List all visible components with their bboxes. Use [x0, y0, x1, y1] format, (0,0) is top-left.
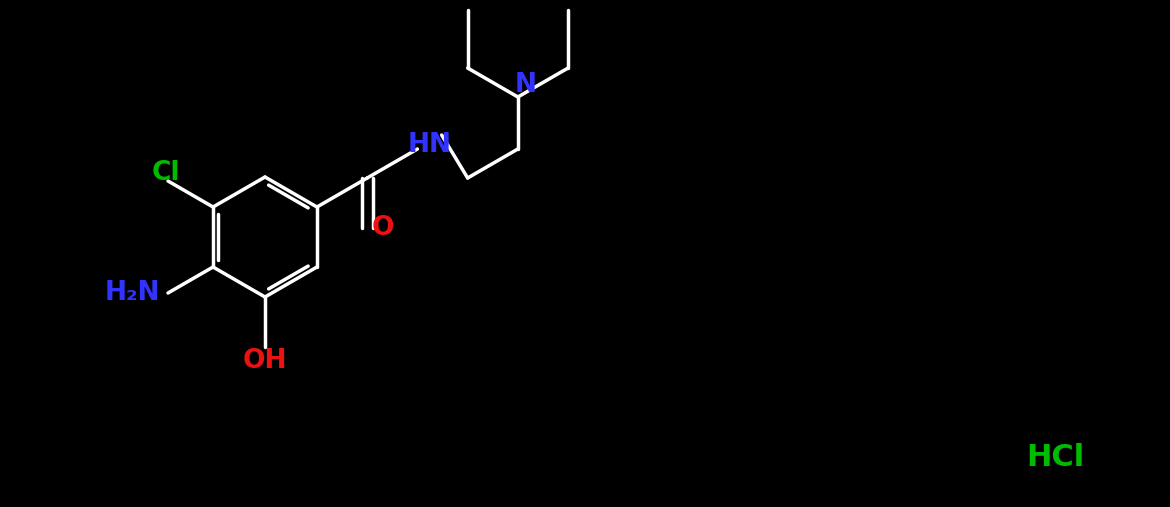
Text: HCl: HCl	[1026, 443, 1085, 472]
Text: H₂N: H₂N	[104, 280, 160, 306]
Text: HN: HN	[407, 132, 452, 158]
Text: N: N	[515, 72, 537, 98]
Text: Cl: Cl	[152, 160, 180, 186]
Text: O: O	[372, 215, 394, 241]
Text: OH: OH	[242, 348, 288, 374]
